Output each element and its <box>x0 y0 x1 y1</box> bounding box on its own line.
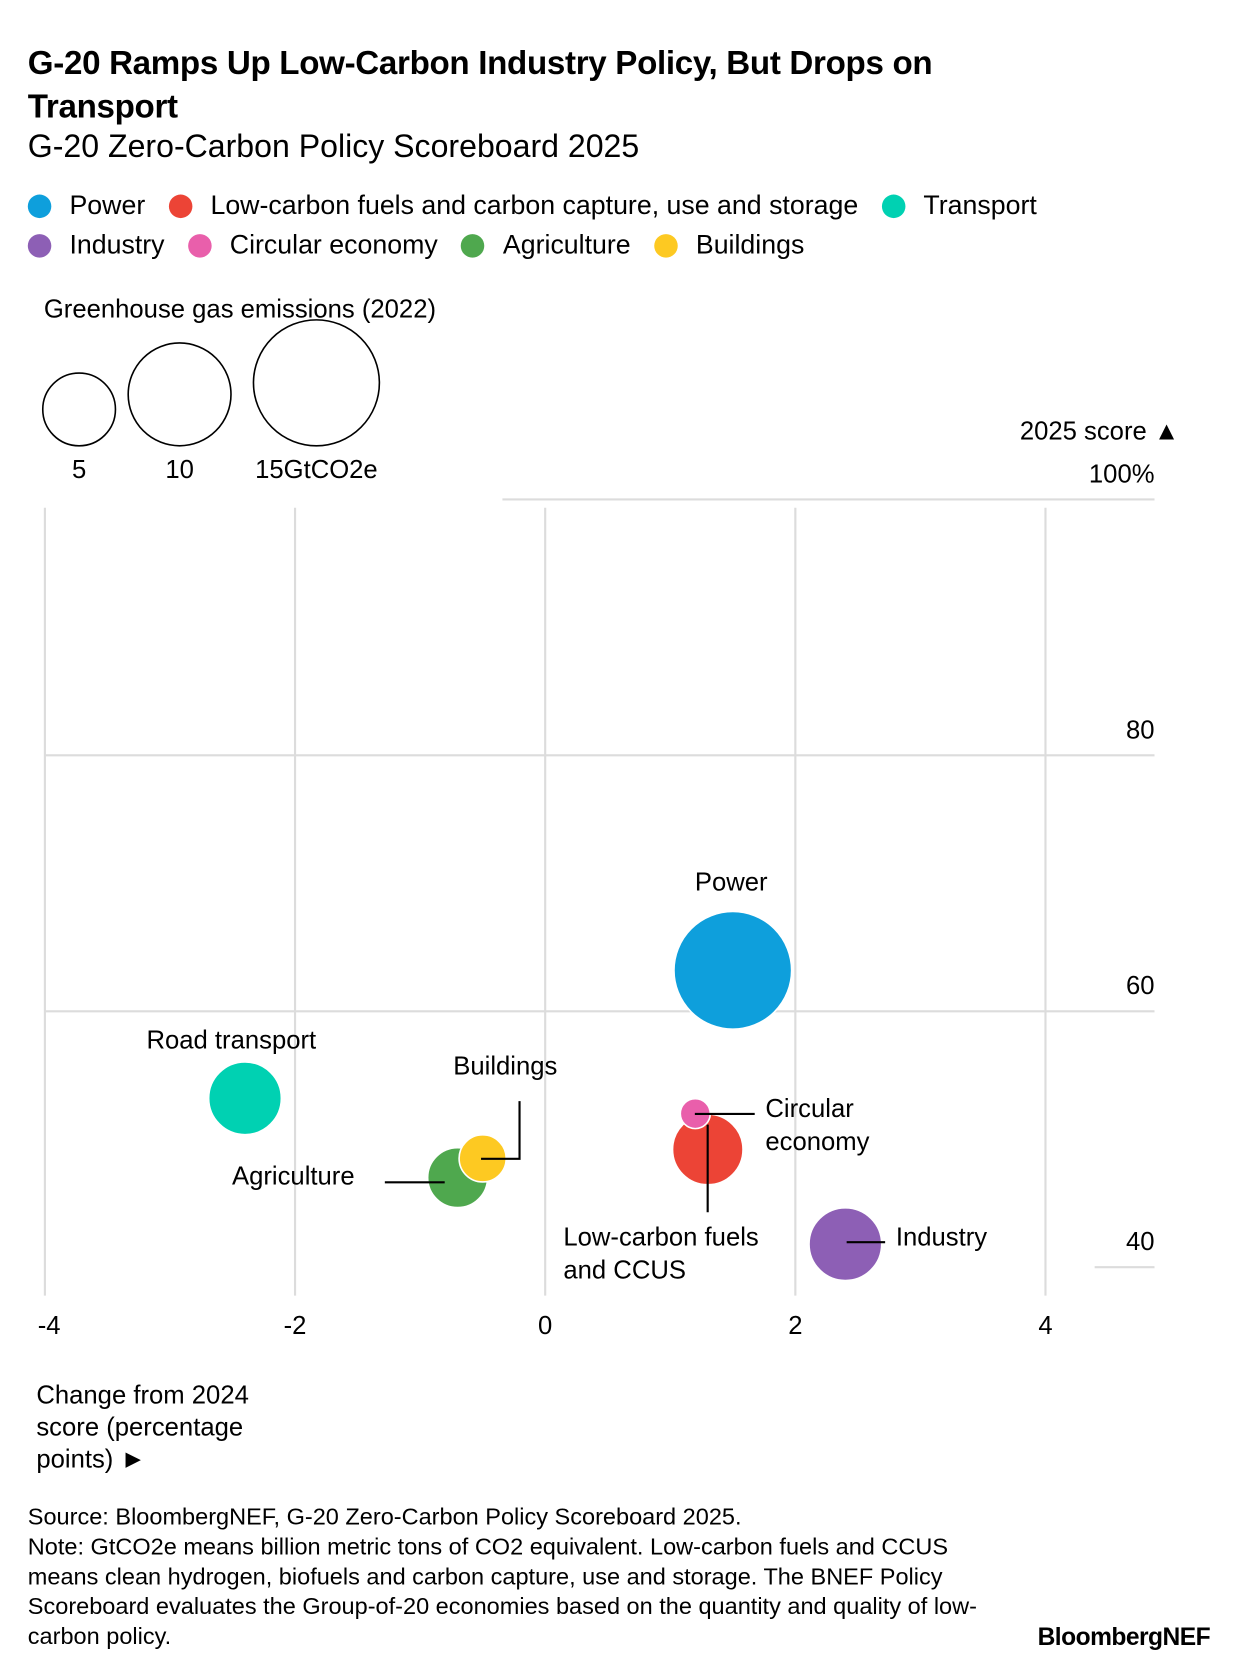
chart-title: G-20 Ramps Up Low-Carbon Industry Policy… <box>27 43 933 126</box>
label-agriculture: Agriculture <box>231 1162 355 1191</box>
label-line: score (percentage <box>36 1413 244 1443</box>
legend-dot-icon <box>27 233 52 258</box>
legend-item: Agriculture <box>461 229 631 261</box>
bubble-industry <box>808 1207 883 1282</box>
legend: Power Low-carbon fuels and carbon capture… <box>27 186 1061 265</box>
label-line: Low-carbon fuels <box>563 1222 759 1252</box>
legend-item: Circular economy <box>188 230 438 261</box>
x-tick-label: 0 <box>538 1312 552 1340</box>
size-legend-label: 10 <box>165 456 194 484</box>
x-tick-label: -4 <box>38 1312 61 1340</box>
label-line: and CCUS <box>563 1256 686 1285</box>
y-tick-label: 100% <box>1089 460 1155 488</box>
y-tick-label: 80 <box>1126 716 1155 744</box>
bloombergnef-logo: BloombergNEF <box>1037 1622 1211 1651</box>
size-legend-circle <box>252 319 381 447</box>
size-legend-label: 15GtCO2e <box>255 456 378 484</box>
y-tick-label: 40 <box>1126 1228 1155 1256</box>
label-line: Circular <box>765 1094 854 1124</box>
legend-item: Transport <box>881 190 1037 221</box>
legend-dot-icon <box>168 194 193 218</box>
bubble-power <box>673 910 793 1030</box>
legend-dot-icon <box>188 233 212 258</box>
label-circular-economy: Circular economy <box>765 1093 869 1159</box>
legend-label: Industry <box>69 229 165 260</box>
label-power: Power <box>694 868 768 897</box>
x-tick-label: 4 <box>1038 1312 1052 1340</box>
legend-label: Agriculture <box>502 229 631 260</box>
legend-dot-icon <box>654 233 678 258</box>
y-axis-label: 2025 score ▲ <box>1019 416 1180 446</box>
legend-item: Low-carbon fuels and carbon capture, use… <box>168 190 859 221</box>
legend-label: Low-carbon fuels and carbon capture, use… <box>210 190 859 221</box>
label-line: economy <box>765 1127 870 1157</box>
footnote: Note: GtCO2e means billion metric tons o… <box>27 1532 977 1650</box>
label-line: Change from 2024 <box>36 1381 249 1411</box>
label-line: points) ► <box>36 1445 146 1475</box>
legend-label: Circular economy <box>229 229 438 260</box>
source-note: Source: BloombergNEF, G-20 Zero-Carbon P… <box>27 1503 742 1530</box>
footer: Source: BloombergNEF, G-20 Zero-Carbon P… <box>28 1502 990 1652</box>
legend-dot-icon <box>461 233 485 258</box>
label-road-transport: Road transport <box>146 1026 317 1056</box>
label-industry: Industry <box>895 1222 988 1252</box>
size-legend-circle <box>127 342 232 447</box>
size-legend-label: 5 <box>72 456 86 484</box>
legend-item: Power <box>27 190 146 221</box>
legend-label: Power <box>69 190 146 221</box>
x-tick-label: -2 <box>284 1312 307 1340</box>
label-low-carbon-fuels: Low-carbon fuels and CCUS <box>563 1221 758 1287</box>
size-legend-title: Greenhouse gas emissions (2022) <box>43 295 437 324</box>
legend-label: Transport <box>923 190 1037 221</box>
legend-dot-icon <box>881 194 906 218</box>
legend-item: Buildings <box>654 230 804 261</box>
x-tick-label: 2 <box>788 1312 802 1340</box>
leader-line <box>481 1101 521 1160</box>
bubble-road-transport <box>207 1061 283 1136</box>
legend-label: Buildings <box>695 229 805 260</box>
chart-subtitle: G-20 Zero-Carbon Policy Scoreboard 2025 <box>27 129 640 165</box>
size-legend-circle <box>41 372 117 447</box>
y-tick-label: 60 <box>1126 972 1155 1000</box>
legend-item: Industry <box>27 229 165 261</box>
legend-dot-icon <box>27 194 52 218</box>
label-buildings: Buildings <box>453 1051 558 1081</box>
x-axis-label: Change from 2024 score (percentage point… <box>36 1380 249 1476</box>
